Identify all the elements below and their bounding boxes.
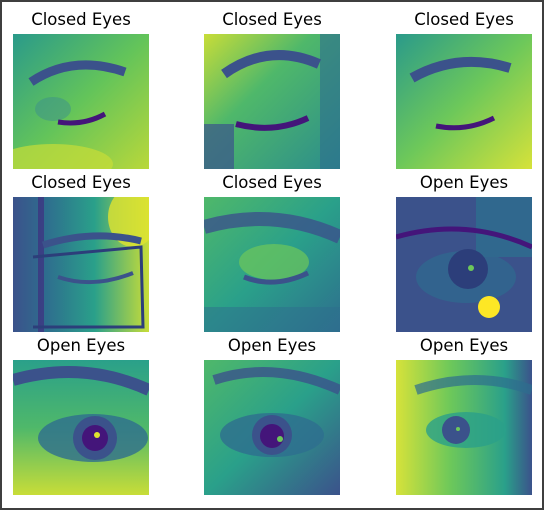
eye-image <box>204 360 340 495</box>
panel-title: Open Eyes <box>227 336 317 355</box>
eye-image <box>204 197 340 332</box>
panel-title: Open Eyes <box>419 173 509 192</box>
eye-image <box>204 34 340 169</box>
panel-title: Closed Eyes <box>31 173 131 192</box>
panel-title: Closed Eyes <box>31 10 131 29</box>
panel-title: Closed Eyes <box>222 10 322 29</box>
eye-image <box>396 197 532 332</box>
panel-title: Open Eyes <box>36 336 126 355</box>
eye-image <box>13 34 149 169</box>
panel-title: Open Eyes <box>419 336 509 355</box>
eye-image <box>13 360 149 495</box>
eye-image <box>396 34 532 169</box>
eye-image <box>13 197 149 332</box>
panel-title: Closed Eyes <box>414 10 514 29</box>
eye-image <box>396 360 532 495</box>
panel-title: Closed Eyes <box>222 173 322 192</box>
